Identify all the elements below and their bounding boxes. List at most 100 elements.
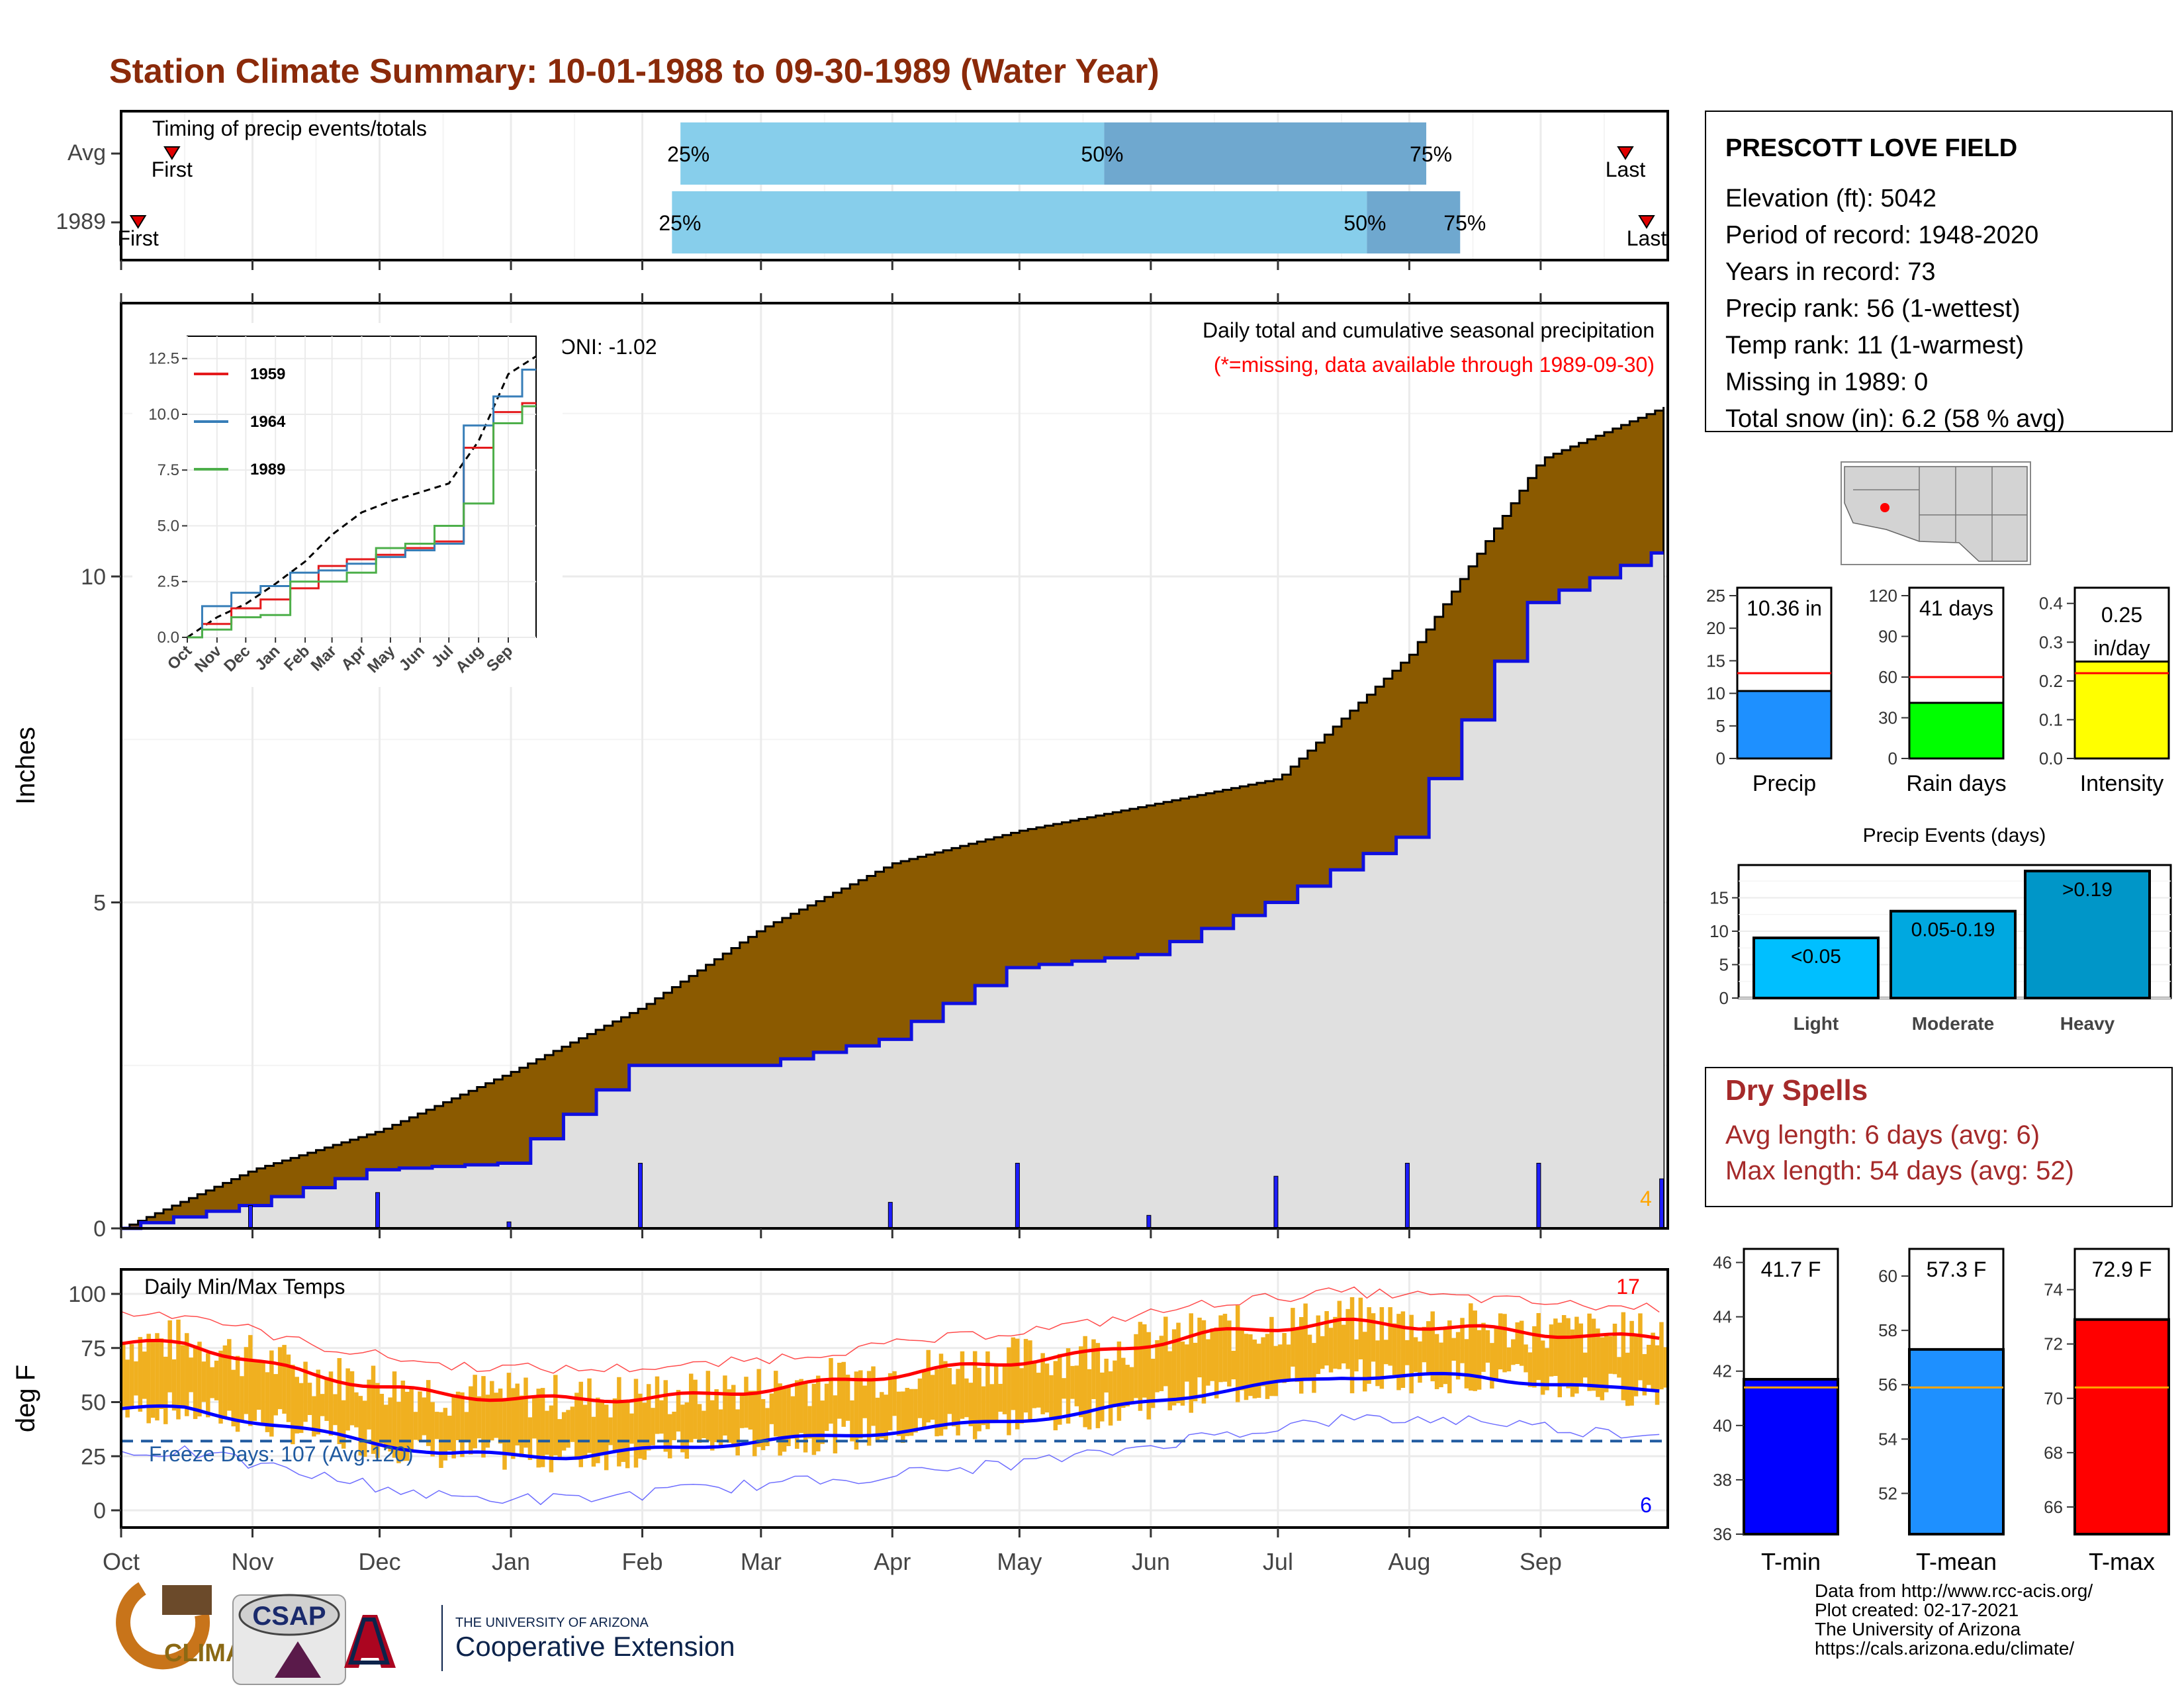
station-info-line: Total snow (in): 6.2 (58 % avg) xyxy=(1725,405,2065,433)
daily-temp-bar xyxy=(1617,1357,1621,1378)
daily-temp-bar xyxy=(218,1350,223,1424)
daily-temp-bar xyxy=(193,1345,198,1420)
daily-temp-bar xyxy=(443,1408,448,1461)
daily-precip-bar xyxy=(1536,1163,1541,1229)
daily-temp-bar xyxy=(1396,1314,1401,1391)
daily-temp-bar xyxy=(455,1391,461,1440)
daily-temp-bar xyxy=(778,1383,782,1456)
daily-temp-bar xyxy=(1320,1336,1325,1369)
daily-temp-bar xyxy=(765,1408,770,1447)
temp-y-tick: 100 xyxy=(68,1282,106,1307)
daily-temp-bar xyxy=(1447,1320,1452,1394)
inset-y-tick: 10.0 xyxy=(148,406,179,424)
timing-bar-25-50 xyxy=(672,191,1367,253)
precip-event-bar-label: <0.05 xyxy=(1791,946,1841,968)
daily-temp-bar xyxy=(473,1375,477,1449)
daily-temp-bar xyxy=(1214,1327,1219,1398)
footer-data-source: Data from http://www.rcc-acis.org/ xyxy=(1815,1580,2093,1601)
temp-x-tick: Oct xyxy=(103,1548,140,1575)
daily-temp-bar xyxy=(799,1379,803,1434)
daily-temp-bar xyxy=(159,1338,164,1409)
daily-temp-bar xyxy=(582,1404,588,1459)
ua-small-text: THE UNIVERSITY OF ARIZONA xyxy=(455,1616,649,1630)
daily-temp-bar xyxy=(693,1379,698,1440)
daily-temp-bar xyxy=(621,1400,626,1462)
daily-temp-bar xyxy=(1349,1297,1355,1394)
temp-bar-label: T-min xyxy=(1761,1548,1821,1575)
inset-legend-label: 1959 xyxy=(250,365,285,383)
daily-temp-bar xyxy=(129,1344,134,1408)
daily-temp-bar xyxy=(1256,1344,1261,1398)
daily-temp-bar xyxy=(519,1395,524,1457)
daily-temp-bar xyxy=(248,1335,253,1426)
temp-x-tick: Jul xyxy=(1263,1548,1293,1575)
station-info-line: Temp rank: 11 (1-warmest) xyxy=(1725,332,2024,359)
daily-temp-bar xyxy=(1515,1322,1520,1365)
timing-last-marker xyxy=(1617,146,1634,160)
daily-temp-bar xyxy=(968,1383,974,1426)
daily-temp-bar xyxy=(291,1365,295,1445)
daily-precip-bar xyxy=(1404,1163,1410,1229)
daily-temp-bar xyxy=(337,1357,342,1444)
precip-y-axis-label: Inches xyxy=(11,727,40,805)
avg-max-temp-line xyxy=(120,1317,1660,1404)
summary-bars: 10.36 in 0 5 10 15 20 25 Precip 41 days 0 30 60 90 12… xyxy=(1706,586,2170,796)
daily-temp-bar xyxy=(587,1378,592,1453)
daily-temp-bar xyxy=(688,1373,694,1443)
daily-temp-bar xyxy=(167,1320,172,1393)
summary-bar-value-unit: in/day xyxy=(2093,636,2150,660)
summary-bar-value: 41 days xyxy=(1919,596,1993,620)
daily-temp-bar xyxy=(993,1363,999,1421)
temp-panel-border xyxy=(120,1268,1669,1529)
daily-temp-bar xyxy=(1163,1316,1168,1387)
daily-temp-bar xyxy=(511,1388,516,1459)
summary-bar-label: Precip xyxy=(1752,771,1816,796)
summary-bar-tick: 15 xyxy=(1706,651,1725,670)
daily-temp-bar xyxy=(303,1361,308,1422)
precip-events-tick: 5 xyxy=(1719,955,1729,975)
daily-temp-bar xyxy=(1049,1375,1054,1419)
daily-temp-bar xyxy=(240,1376,244,1422)
daily-temp-bar xyxy=(727,1389,732,1443)
temp-bar-label: T-max xyxy=(2089,1548,2155,1575)
daily-temp-bar xyxy=(1007,1347,1011,1436)
timing-first-label: First xyxy=(118,226,159,250)
dry-spells-box: Dry Spells Avg length: 6 days (avg: 6) M… xyxy=(1705,1067,2173,1207)
daily-temp-bar xyxy=(367,1379,371,1430)
daily-temp-bar xyxy=(316,1369,321,1435)
timing-row-label-1989: 1989 xyxy=(56,209,106,234)
daily-temp-bar xyxy=(1185,1344,1189,1382)
daily-temp-bar xyxy=(426,1380,431,1446)
daily-temp-bar xyxy=(1490,1343,1494,1389)
daily-temp-bar xyxy=(625,1400,630,1469)
inset-y-tick: 0.0 xyxy=(158,629,179,647)
daily-temp-bar xyxy=(1578,1323,1584,1386)
daily-temp-bar xyxy=(197,1342,202,1417)
daily-temp-bar xyxy=(214,1360,219,1400)
temp-summary-bars: 41.7 F 36 38 40 42 44 46 T-min 57.3 F 52 54 56 58 60 T… xyxy=(1713,1248,2170,1575)
daily-temp-bar xyxy=(1659,1322,1664,1390)
summary-bar-tick: 0 xyxy=(1888,749,1897,768)
daily-temp-bar xyxy=(1354,1339,1359,1372)
daily-temp-bar xyxy=(451,1396,456,1459)
dry-spells-avg: Avg length: 6 days (avg: 6) xyxy=(1725,1120,2040,1150)
daily-temp-bar xyxy=(676,1390,681,1432)
daily-temp-bar xyxy=(858,1370,863,1439)
daily-temp-bar xyxy=(1333,1316,1338,1369)
daily-temp-bar xyxy=(1511,1339,1516,1365)
daily-temp-bar xyxy=(1574,1316,1579,1394)
summary-bar-tick: 0.0 xyxy=(2039,749,2063,768)
daily-temp-bar xyxy=(312,1396,316,1437)
daily-temp-bar xyxy=(171,1359,177,1411)
daily-temp-bar xyxy=(388,1397,392,1452)
daily-temp-bar xyxy=(227,1339,232,1411)
daily-temp-bar xyxy=(1485,1330,1490,1363)
daily-temp-bar xyxy=(460,1392,465,1457)
daily-temp-bar xyxy=(1596,1328,1600,1397)
daily-temp-bar xyxy=(1074,1365,1079,1406)
daily-temp-bar xyxy=(1371,1313,1376,1362)
daily-temp-bar xyxy=(866,1371,872,1446)
inset-legend-label: 1964 xyxy=(250,413,286,431)
daily-temp-bar xyxy=(1291,1308,1295,1367)
